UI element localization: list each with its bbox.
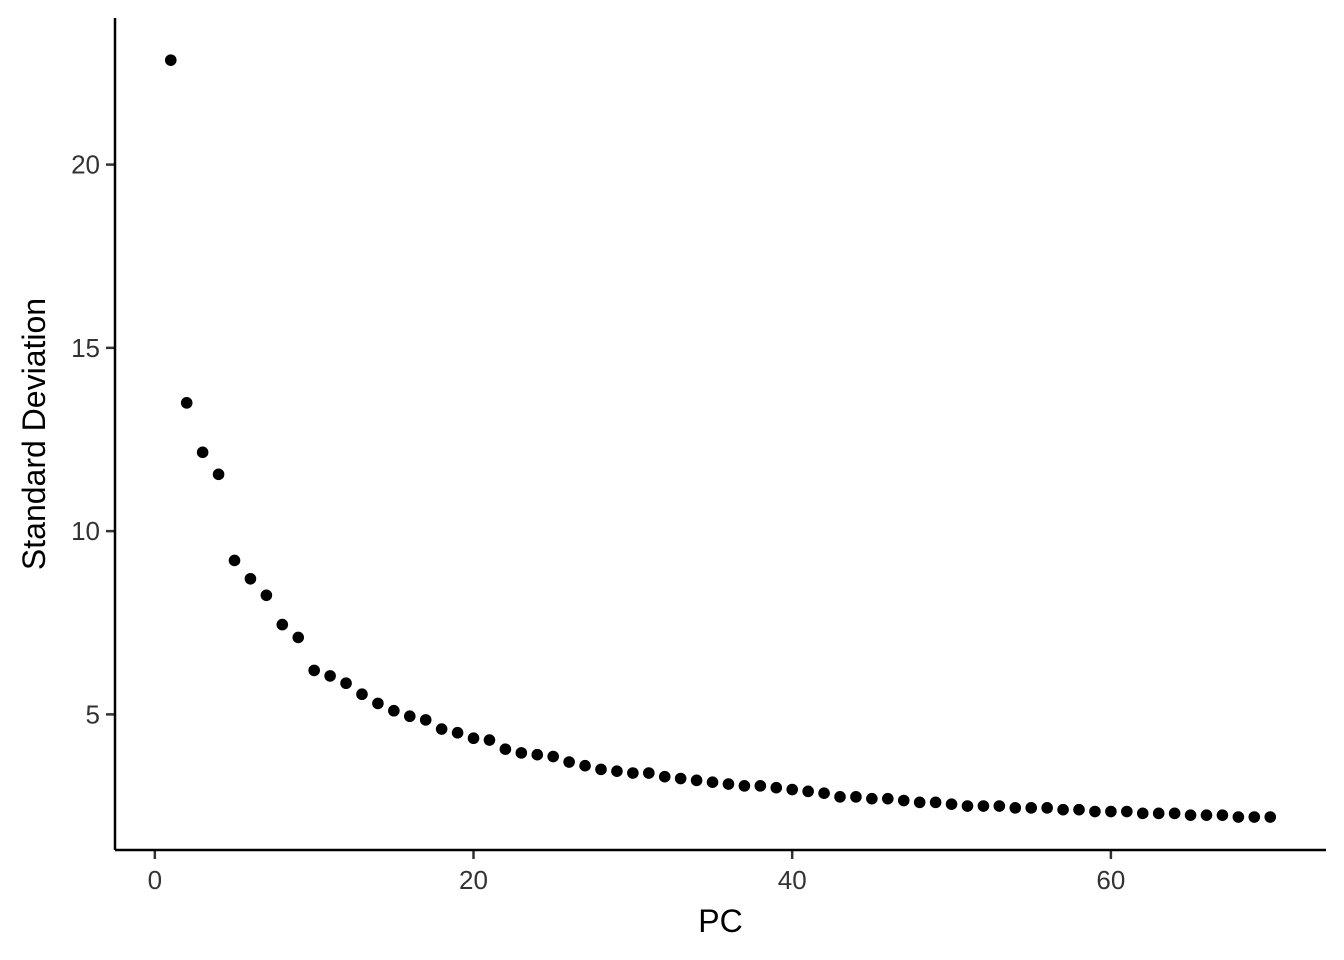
data-point xyxy=(1009,802,1022,814)
data-point xyxy=(993,800,1006,812)
data-point xyxy=(882,792,894,805)
data-point xyxy=(579,759,591,772)
data-point xyxy=(1184,809,1197,821)
data-point xyxy=(770,781,783,794)
data-point xyxy=(658,770,671,783)
data-point xyxy=(1152,807,1165,820)
data-point xyxy=(642,767,655,779)
data-point xyxy=(1168,807,1181,820)
y-tick-label: 15 xyxy=(71,333,100,363)
data-point xyxy=(706,776,719,788)
data-point xyxy=(1264,811,1277,823)
data-point xyxy=(786,783,799,796)
data-point xyxy=(563,756,575,768)
data-point xyxy=(834,791,846,803)
data-point xyxy=(403,710,416,723)
data-point xyxy=(945,798,958,810)
data-point xyxy=(547,750,559,763)
data-point xyxy=(611,765,623,777)
x-axis-title: PC xyxy=(698,903,742,939)
data-point xyxy=(802,785,814,798)
data-point xyxy=(818,787,830,799)
data-point xyxy=(961,800,974,812)
data-point xyxy=(308,664,320,677)
x-tick-label: 20 xyxy=(459,865,488,895)
data-point xyxy=(1248,811,1261,823)
data-point xyxy=(897,794,910,807)
data-point xyxy=(276,618,289,631)
data-point xyxy=(1073,803,1085,816)
data-point xyxy=(1041,802,1053,814)
data-point xyxy=(260,589,273,602)
data-point xyxy=(1200,809,1213,821)
data-point xyxy=(738,780,751,792)
data-point xyxy=(388,704,400,717)
data-point xyxy=(419,714,432,726)
data-point xyxy=(595,763,607,776)
data-point xyxy=(196,446,209,459)
data-point xyxy=(1232,811,1245,823)
data-point xyxy=(913,796,926,809)
data-point xyxy=(164,54,177,66)
y-tick-label: 10 xyxy=(71,516,100,546)
x-tick-label: 0 xyxy=(148,865,162,895)
y-tick-label: 20 xyxy=(71,150,100,180)
data-points xyxy=(164,54,1277,823)
data-point xyxy=(1089,805,1101,818)
data-point xyxy=(674,772,687,785)
data-point xyxy=(435,723,448,735)
x-tick-label: 40 xyxy=(778,865,807,895)
data-point xyxy=(754,780,767,792)
data-point xyxy=(228,554,241,567)
data-point xyxy=(1216,809,1229,821)
data-point xyxy=(483,734,496,746)
data-point xyxy=(372,697,384,710)
data-point xyxy=(866,792,878,805)
data-point xyxy=(180,397,193,409)
data-point xyxy=(1057,803,1069,816)
data-point xyxy=(244,572,257,585)
data-point xyxy=(1105,805,1117,818)
data-point xyxy=(690,774,703,787)
data-point xyxy=(451,726,464,739)
data-point xyxy=(977,800,990,812)
x-axis-ticks: 0 20 40 60 xyxy=(148,850,1125,895)
data-point xyxy=(531,748,544,761)
data-point xyxy=(515,747,528,759)
data-point xyxy=(499,743,512,756)
data-point xyxy=(850,791,862,803)
data-point xyxy=(212,468,225,481)
data-point xyxy=(722,778,735,790)
data-point xyxy=(467,732,480,745)
y-axis-ticks: 5 10 15 20 xyxy=(71,150,115,729)
data-point xyxy=(1025,802,1038,814)
data-point xyxy=(356,688,368,701)
data-point xyxy=(324,670,336,682)
y-axis-title: Standard Deviation xyxy=(16,298,52,570)
data-point xyxy=(292,631,305,644)
data-point xyxy=(1121,805,1133,818)
y-tick-label: 5 xyxy=(86,699,100,729)
data-point xyxy=(1136,807,1149,820)
x-tick-label: 60 xyxy=(1096,865,1125,895)
data-point xyxy=(627,767,639,779)
data-point xyxy=(340,677,352,690)
data-point xyxy=(929,796,942,809)
